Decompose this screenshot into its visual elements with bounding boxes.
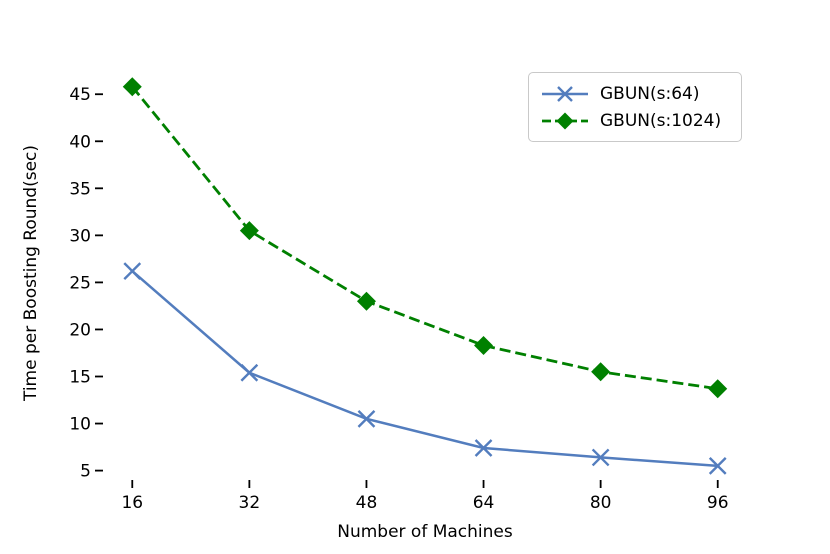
x-tick-label: 32 — [239, 493, 261, 513]
y-tick-label: 25 — [69, 273, 91, 293]
y-tick-label: 15 — [69, 368, 91, 388]
x-axis-label: Number of Machines — [337, 522, 513, 542]
x-marker — [708, 457, 727, 475]
x-tick-label: 16 — [121, 493, 143, 513]
legend-item-GBUN(s:1024): GBUN(s:1024) — [541, 107, 731, 134]
legend-label: GBUN(s:64) — [600, 83, 700, 104]
legend-sample-diamond-icon — [542, 112, 588, 129]
x-marker — [123, 262, 142, 280]
x-tick-label: 80 — [590, 493, 612, 513]
series-line-GBUN(s:64) — [131, 270, 718, 468]
diamond-marker — [556, 112, 574, 129]
series-line-GBUN(s:1024) — [131, 85, 718, 391]
y-tick-label: 10 — [69, 415, 91, 435]
diamond-marker — [474, 335, 494, 355]
x-tick-label: 64 — [473, 493, 495, 513]
legend-label: GBUN(s:1024) — [600, 110, 722, 131]
diamond-marker — [122, 77, 142, 97]
y-tick-label: 35 — [69, 179, 91, 199]
legend-sample-x-icon — [542, 85, 588, 102]
y-tick-label: 45 — [69, 85, 91, 105]
y-tick-label: 30 — [69, 226, 91, 246]
y-tick-label: 40 — [69, 132, 91, 152]
x-marker — [240, 363, 259, 382]
y-axis-label: Time per Boosting Round(sec) — [21, 144, 41, 402]
x-marker — [557, 85, 573, 102]
diamond-marker — [591, 362, 611, 382]
x-marker — [357, 409, 376, 428]
diamond-marker — [239, 221, 259, 241]
x-tick-label: 48 — [356, 493, 378, 513]
legend-item-GBUN(s:64): GBUN(s:64) — [541, 80, 731, 107]
legend: GBUN(s:64) GBUN(s:1024) — [528, 72, 742, 142]
diamond-marker — [356, 291, 376, 311]
y-tick-label: 5 — [80, 462, 91, 482]
x-marker — [591, 448, 610, 467]
x-tick-label: 96 — [707, 493, 729, 513]
y-tick-label: 20 — [69, 320, 91, 340]
x-marker — [474, 439, 493, 457]
diamond-marker — [708, 379, 728, 399]
